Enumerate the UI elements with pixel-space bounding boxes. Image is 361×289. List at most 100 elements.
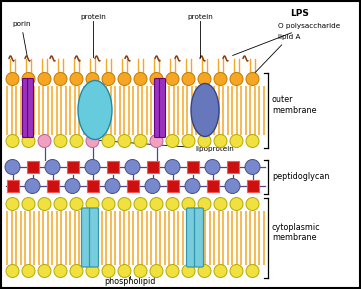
Circle shape: [230, 73, 243, 86]
Circle shape: [25, 179, 40, 194]
Circle shape: [134, 197, 147, 210]
Text: O polysaccharide: O polysaccharide: [232, 23, 340, 55]
Bar: [166, 180, 178, 192]
Bar: [206, 180, 218, 192]
Circle shape: [214, 73, 227, 86]
Circle shape: [65, 179, 80, 194]
Circle shape: [6, 197, 19, 210]
Circle shape: [22, 264, 35, 277]
Circle shape: [6, 73, 19, 86]
Circle shape: [38, 197, 51, 210]
Circle shape: [230, 197, 243, 210]
Circle shape: [102, 264, 115, 277]
FancyBboxPatch shape: [22, 79, 29, 138]
Bar: [126, 180, 139, 192]
Circle shape: [185, 179, 200, 194]
Circle shape: [70, 264, 83, 277]
Bar: [87, 180, 99, 192]
Circle shape: [230, 264, 243, 277]
Bar: [147, 161, 158, 173]
Circle shape: [134, 264, 147, 277]
Circle shape: [6, 134, 19, 147]
Circle shape: [205, 160, 220, 175]
Bar: [106, 161, 118, 173]
Circle shape: [70, 73, 83, 86]
Circle shape: [182, 134, 195, 147]
Circle shape: [85, 160, 100, 175]
FancyBboxPatch shape: [82, 208, 91, 267]
Circle shape: [165, 160, 180, 175]
Text: lipoprotein: lipoprotein: [95, 140, 234, 152]
Circle shape: [214, 134, 227, 147]
Circle shape: [166, 134, 179, 147]
Circle shape: [182, 197, 195, 210]
Circle shape: [245, 160, 260, 175]
Circle shape: [118, 73, 131, 86]
Text: outer
membrane: outer membrane: [272, 95, 317, 115]
FancyBboxPatch shape: [90, 208, 99, 267]
Circle shape: [150, 134, 163, 147]
Circle shape: [166, 197, 179, 210]
Circle shape: [70, 134, 83, 147]
Circle shape: [45, 160, 60, 175]
Text: cytoplasmic
membrane: cytoplasmic membrane: [272, 223, 321, 242]
Circle shape: [102, 134, 115, 147]
Text: phospholipid: phospholipid: [104, 277, 156, 286]
Circle shape: [54, 134, 67, 147]
Bar: [66, 161, 78, 173]
FancyBboxPatch shape: [195, 208, 204, 267]
Circle shape: [86, 264, 99, 277]
Circle shape: [70, 197, 83, 210]
Circle shape: [230, 134, 243, 147]
Circle shape: [22, 73, 35, 86]
FancyBboxPatch shape: [187, 208, 196, 267]
Circle shape: [214, 197, 227, 210]
Circle shape: [182, 73, 195, 86]
Text: peptidoglycan: peptidoglycan: [272, 172, 329, 181]
Circle shape: [198, 197, 211, 210]
Bar: [247, 180, 258, 192]
Text: lipid A: lipid A: [250, 34, 300, 78]
FancyBboxPatch shape: [160, 79, 165, 138]
Bar: [6, 180, 18, 192]
Circle shape: [214, 264, 227, 277]
Circle shape: [5, 160, 20, 175]
Circle shape: [86, 134, 99, 147]
Text: protein: protein: [187, 14, 213, 20]
Ellipse shape: [78, 81, 112, 140]
Circle shape: [6, 264, 19, 277]
Circle shape: [150, 197, 163, 210]
Circle shape: [246, 197, 259, 210]
Circle shape: [125, 160, 140, 175]
Circle shape: [118, 264, 131, 277]
Circle shape: [166, 73, 179, 86]
FancyBboxPatch shape: [155, 79, 161, 138]
Circle shape: [225, 179, 240, 194]
Circle shape: [198, 264, 211, 277]
FancyBboxPatch shape: [27, 79, 34, 138]
Circle shape: [134, 73, 147, 86]
Circle shape: [118, 134, 131, 147]
Circle shape: [182, 264, 195, 277]
Circle shape: [246, 134, 259, 147]
Circle shape: [102, 73, 115, 86]
Circle shape: [105, 179, 120, 194]
Circle shape: [118, 197, 131, 210]
Circle shape: [86, 73, 99, 86]
Circle shape: [145, 179, 160, 194]
Text: LPS: LPS: [290, 10, 309, 18]
Circle shape: [86, 197, 99, 210]
Bar: [187, 161, 199, 173]
Circle shape: [38, 264, 51, 277]
Bar: [47, 180, 58, 192]
Circle shape: [54, 197, 67, 210]
Circle shape: [150, 264, 163, 277]
Bar: [26, 161, 39, 173]
Circle shape: [150, 73, 163, 86]
Bar: [226, 161, 239, 173]
Circle shape: [22, 197, 35, 210]
Circle shape: [166, 264, 179, 277]
Circle shape: [246, 73, 259, 86]
Circle shape: [246, 264, 259, 277]
Text: porin: porin: [12, 21, 30, 58]
